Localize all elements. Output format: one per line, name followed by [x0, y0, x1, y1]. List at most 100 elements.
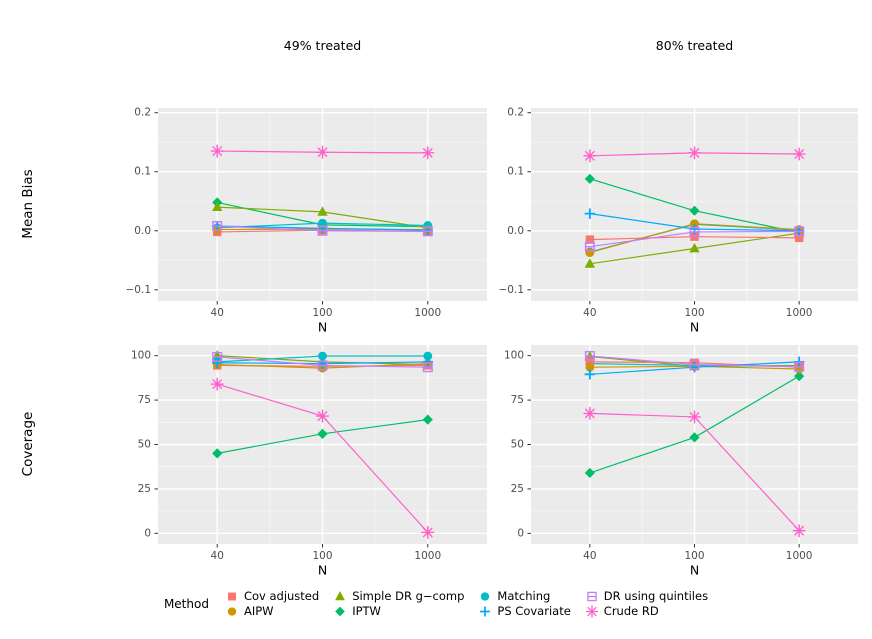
legend-item-label: PS Covariate [497, 604, 571, 618]
x-axis-tick-label: 100 [684, 550, 704, 562]
legend-item-ps-covariate: PS Covariate [477, 604, 571, 619]
marker-point [212, 201, 223, 212]
marker-point [585, 357, 595, 367]
y-axis-tick-label: 0.0 [134, 225, 151, 237]
marker-point [316, 145, 329, 159]
marker-point [583, 149, 597, 163]
marker-point [316, 409, 329, 423]
x-axis-tick-label: 1000 [414, 307, 441, 319]
y-axis-tick-label: 0.1 [134, 166, 151, 178]
y-axis-tick-label: −0.1 [126, 284, 152, 296]
legend-key-diamond-icon [335, 606, 346, 617]
marker-point [689, 432, 700, 443]
y-axis-tick-label: 100 [504, 350, 524, 362]
y-axis-tick-label: 0.1 [507, 166, 524, 178]
legend-item-iptw: IPTW [332, 604, 464, 619]
marker-point [317, 358, 328, 369]
marker-point [318, 351, 327, 361]
x-axis-tick-label: 40 [211, 550, 224, 562]
marker-point [317, 223, 328, 234]
x-axis-tick-label: 1000 [786, 307, 813, 319]
legend-item-label: Simple DR g−comp [352, 589, 465, 603]
marker-point [794, 370, 805, 382]
x-axis-tick-label: 1000 [786, 550, 813, 562]
y-axis-tick-label: 50 [138, 439, 151, 451]
y-axis-title-mean-bias: Mean Bias [20, 169, 36, 239]
marker-point [689, 205, 700, 216]
y-axis-tick-label: 50 [511, 439, 524, 451]
legend-key-asterisk-icon [585, 605, 598, 618]
marker-point [584, 258, 596, 268]
y-axis-tick-label: 25 [138, 483, 151, 495]
marker-point [689, 242, 700, 253]
marker-point [585, 248, 595, 258]
legend-item-cov-adjusted: Cov adjusted [224, 589, 319, 604]
y-axis-tick-label: 0.0 [507, 225, 524, 237]
marker-point [689, 362, 700, 373]
marker-point [422, 414, 433, 425]
legend-column: Simple DR g−comp IPTW [332, 589, 464, 619]
legend-title: Method [163, 597, 209, 611]
marker-point [227, 607, 237, 616]
marker-point [688, 410, 701, 424]
marker-point [583, 407, 597, 420]
legend-key-triangle-icon [335, 591, 346, 601]
legend-item-aipw: AIPW [224, 604, 319, 619]
facet-title-80-treated: 80% treated [655, 38, 734, 53]
marker-point [317, 206, 328, 216]
marker-point [227, 592, 236, 601]
x-axis-title: N [690, 563, 699, 578]
legend-item-label: Crude RD [603, 604, 659, 618]
legend-key-square-icon [227, 592, 236, 601]
marker-point [585, 235, 595, 244]
legend: Method Cov adjusted AIPW Simple DR g−comp I… [0, 589, 872, 619]
y-axis-tick-label: 0.2 [134, 107, 151, 119]
legend-item-simple-dr-g-comp: Simple DR g−comp [332, 589, 464, 604]
y-axis-tick-label: 75 [138, 394, 151, 406]
marker-point [792, 524, 806, 538]
legend-item-crude-rd: Crude RD [584, 604, 708, 619]
legend-column: DR using quintiles Crude RD [584, 589, 708, 619]
legend-item-dr-using-quintiles: DR using quintiles [584, 589, 708, 604]
legend-item-label: Matching [497, 589, 551, 603]
marker-point [585, 605, 598, 618]
x-axis-title: N [690, 320, 699, 335]
marker-point [422, 356, 433, 368]
marker-point [688, 146, 701, 160]
marker-point [481, 592, 490, 601]
legend-column: Matching PS Covariate [477, 589, 571, 619]
marker-point [587, 591, 597, 602]
legend-item-label: DR using quintiles [603, 589, 709, 603]
legend-key-square-minus-icon [587, 591, 597, 602]
marker-point [584, 173, 595, 184]
marker-point [792, 147, 806, 161]
x-axis-title: N [318, 563, 327, 578]
marker-point [584, 369, 596, 380]
marker-point [584, 467, 595, 479]
y-axis-tick-label: −0.1 [499, 284, 525, 296]
legend-key-circle-icon [481, 592, 490, 601]
x-axis-tick-label: 100 [684, 307, 704, 319]
marker-point [794, 233, 804, 243]
legend-column: Cov adjusted AIPW [224, 589, 319, 619]
marker-point [335, 606, 346, 617]
marker-point [421, 526, 435, 539]
y-axis-tick-label: 100 [131, 350, 151, 362]
facet-title-49-treated: 49% treated [283, 38, 362, 53]
marker-point [690, 219, 699, 229]
y-axis-tick-label: 0.2 [507, 107, 524, 119]
legend-key-circle-icon [227, 607, 237, 616]
marker-point [585, 362, 595, 372]
x-axis-tick-label: 40 [583, 307, 596, 319]
y-axis-tick-label: 25 [511, 483, 524, 495]
marker-point [212, 448, 223, 459]
y-axis-tick-label: 75 [511, 394, 524, 406]
marker-point [210, 144, 224, 158]
legend-item-label: IPTW [352, 604, 381, 618]
y-axis-tick-label: 0 [144, 527, 151, 539]
x-axis-tick-label: 1000 [414, 550, 441, 562]
x-axis-title: N [318, 320, 327, 335]
y-axis-title-coverage: Coverage [20, 411, 36, 477]
legend-key-plus-icon [480, 606, 491, 617]
